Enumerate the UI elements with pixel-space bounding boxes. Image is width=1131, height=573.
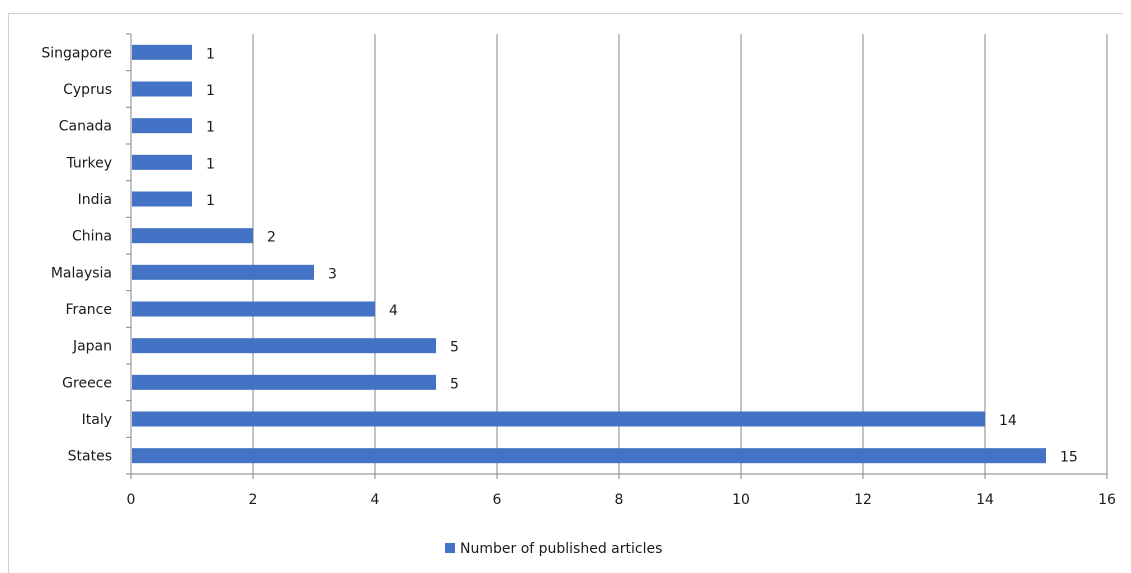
category-label: Greece (62, 375, 112, 391)
category-label: India (78, 192, 112, 208)
x-tick-label: 8 (615, 492, 624, 508)
bar (132, 411, 985, 427)
category-label: Singapore (41, 45, 112, 61)
x-tick-label: 14 (976, 492, 994, 508)
legend-label: Number of published articles (460, 541, 662, 557)
bar (132, 448, 1046, 464)
bars (132, 44, 1046, 464)
x-tick-label: 12 (854, 492, 872, 508)
category-label: Japan (72, 339, 112, 355)
x-tick-label: 0 (127, 492, 136, 508)
category-label: Turkey (65, 155, 112, 171)
bar (132, 154, 192, 170)
data-label: 14 (999, 413, 1017, 429)
gridlines (126, 33, 1108, 479)
category-label: China (72, 229, 112, 245)
data-label: 1 (206, 156, 215, 172)
data-label: 1 (206, 120, 215, 136)
category-label: France (65, 302, 112, 318)
bar (132, 228, 253, 244)
data-label: 1 (206, 193, 215, 209)
data-label: 5 (450, 376, 459, 392)
category-label: Italy (82, 412, 112, 428)
legend-swatch (445, 543, 455, 553)
bar (132, 118, 192, 134)
category-label: Canada (59, 119, 112, 135)
x-tick-label: 2 (249, 492, 258, 508)
data-label: 4 (389, 303, 398, 319)
bar (132, 44, 192, 60)
x-tick-label: 16 (1098, 492, 1116, 508)
bar (132, 191, 192, 207)
data-label: 3 (328, 266, 337, 282)
bar (132, 301, 375, 317)
data-label: 1 (206, 83, 215, 99)
bar (132, 81, 192, 97)
bar (132, 338, 436, 354)
data-label: 2 (267, 230, 276, 246)
data-label: 5 (450, 340, 459, 356)
legend: Number of published articles (445, 541, 662, 557)
data-label: 15 (1060, 450, 1078, 466)
category-label: States (68, 449, 112, 465)
category-label: Cyprus (63, 82, 112, 98)
x-tick-label: 4 (371, 492, 380, 508)
bar (132, 264, 314, 280)
data-label: 1 (206, 46, 215, 62)
category-label: Malaysia (51, 265, 112, 281)
x-tick-label: 6 (493, 492, 502, 508)
chart-frame (8, 13, 1123, 573)
x-tick-label: 10 (732, 492, 750, 508)
bar (132, 374, 436, 390)
